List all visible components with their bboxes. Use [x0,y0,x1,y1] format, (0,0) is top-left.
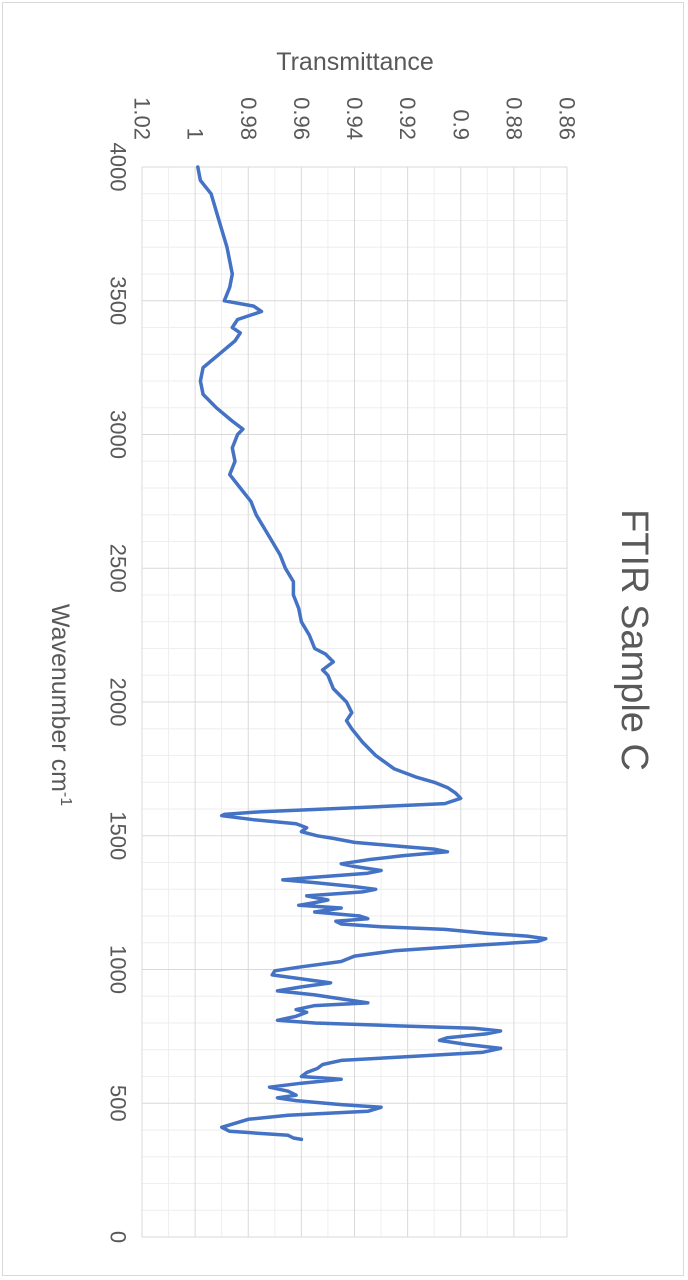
x-tick-label: 1000 [106,945,131,994]
x-tick-label: 3500 [106,276,131,325]
y-tick-label: 0.88 [501,97,526,140]
y-tick-label: 0.92 [395,97,420,140]
y-tick-label: 1.02 [130,97,155,140]
x-tick-label: 4000 [106,143,131,192]
x-axis-title: Wavenumber cm-1 [46,604,74,806]
x-axis-title-main: Wavenumber cm [46,604,74,792]
y-tick-label: 0.86 [555,97,580,140]
y-tick-label: 1 [183,128,208,140]
x-tick-label: 3000 [106,410,131,459]
y-tick-label: 0.9 [448,109,473,140]
x-tick-label: 500 [106,1085,131,1122]
x-tick-label: 2500 [106,544,131,593]
y-tick-label: 0.94 [342,97,367,140]
major-gridlines [141,166,568,1238]
transmittance-tick-labels: 0.86 0.88 0.9 0.92 0.94 0.96 0.98 1 1.02 [130,97,580,140]
y-tick-label: 0.98 [236,97,261,140]
chart-title: FTIR Sample C [613,509,655,771]
y-axis-title: Transmittance [276,48,433,76]
x-tick-label: 0 [106,1231,131,1243]
transmittance-series-line [196,165,548,1142]
wavenumber-tick-labels: 0 500 1000 1500 2000 2500 3000 3500 4000 [106,143,131,1244]
x-tick-label: 2000 [106,678,131,727]
x-axis-title-superscript: -1 [57,792,74,806]
y-tick-label: 0.96 [289,97,314,140]
x-tick-label: 1500 [106,811,131,860]
